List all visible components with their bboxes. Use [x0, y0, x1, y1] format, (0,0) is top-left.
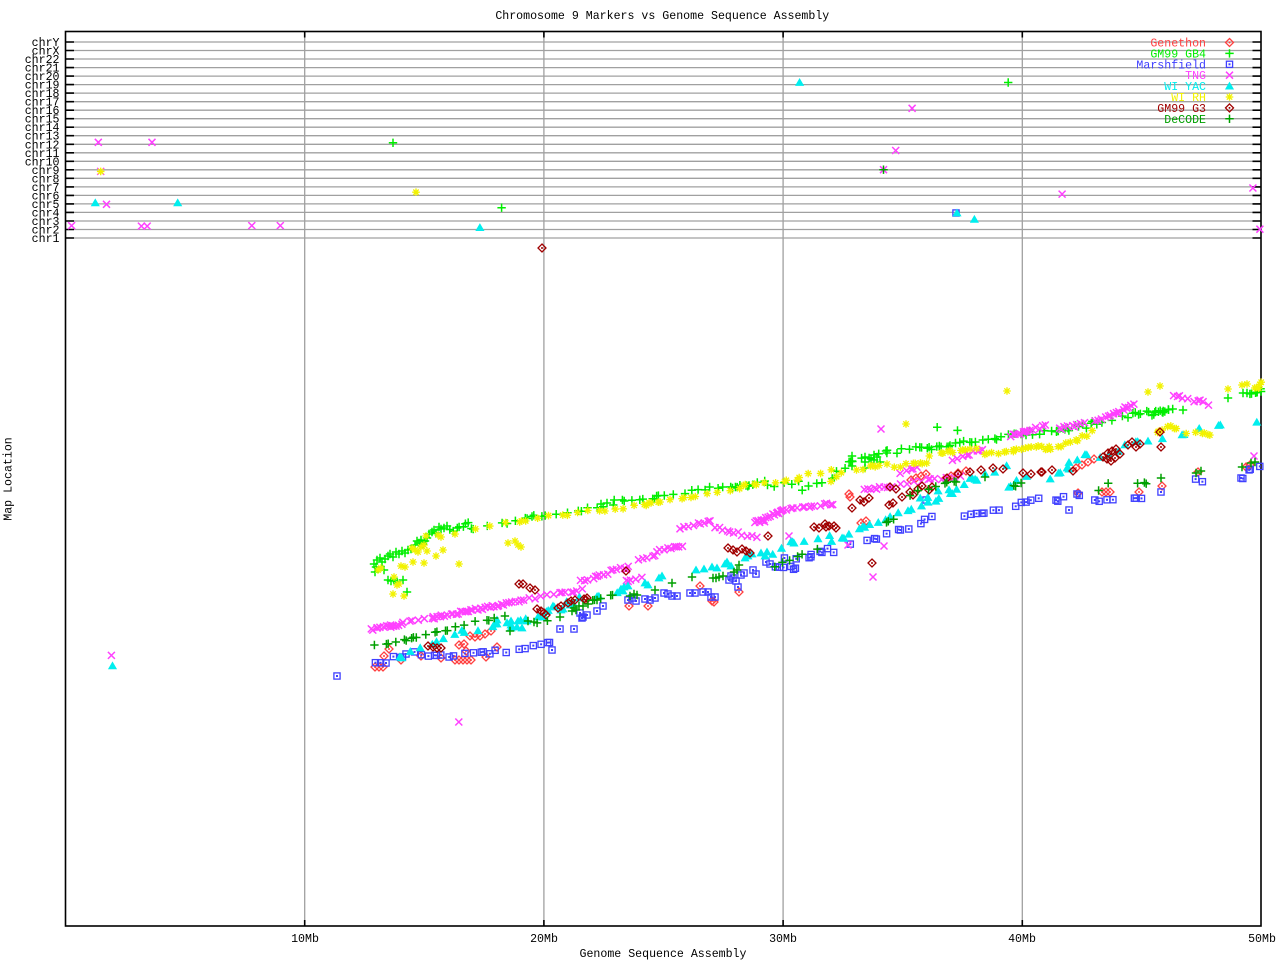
svg-text:chr6: chr6 [32, 190, 60, 203]
svg-text:20Mb: 20Mb [530, 933, 558, 946]
svg-text:chr9: chr9 [32, 165, 60, 178]
svg-text:Chromosome 9 Markers vs Genome: Chromosome 9 Markers vs Genome Sequence … [495, 10, 829, 23]
svg-text:chr20: chr20 [25, 71, 60, 84]
svg-text:chr1: chr1 [32, 233, 60, 246]
svg-text:chr8: chr8 [32, 173, 60, 186]
svg-text:chrY: chrY [32, 37, 60, 50]
svg-text:chr15: chr15 [25, 114, 60, 127]
svg-text:chr19: chr19 [25, 80, 60, 93]
svg-text:chr22: chr22 [25, 54, 60, 67]
svg-text:Genome Sequence Assembly: Genome Sequence Assembly [580, 948, 747, 960]
svg-text:chr17: chr17 [25, 97, 60, 110]
svg-text:chr3: chr3 [32, 216, 60, 229]
svg-text:WI YAC: WI YAC [1164, 81, 1206, 94]
svg-text:GM99 GB4: GM99 GB4 [1150, 48, 1206, 61]
svg-text:chr7: chr7 [32, 182, 60, 195]
svg-text:TNG: TNG [1185, 70, 1206, 83]
svg-text:WI RH: WI RH [1171, 92, 1206, 105]
svg-text:10Mb: 10Mb [291, 933, 319, 946]
svg-text:chr12: chr12 [25, 139, 60, 152]
svg-text:chrX: chrX [32, 46, 60, 59]
svg-text:chr10: chr10 [25, 156, 60, 169]
svg-text:chr4: chr4 [32, 207, 60, 220]
svg-text:chr18: chr18 [25, 88, 60, 101]
svg-text:GM99 G3: GM99 G3 [1157, 103, 1206, 116]
svg-text:DeCODE: DeCODE [1164, 114, 1206, 127]
svg-text:50Mb: 50Mb [1248, 933, 1276, 946]
svg-text:chr5: chr5 [32, 199, 60, 212]
svg-text:40Mb: 40Mb [1008, 933, 1036, 946]
svg-text:chr11: chr11 [25, 148, 60, 161]
svg-text:chr2: chr2 [32, 225, 60, 238]
svg-text:chr14: chr14 [25, 122, 60, 135]
svg-text:chr21: chr21 [25, 63, 60, 76]
svg-text:Marshfield: Marshfield [1136, 59, 1206, 72]
svg-text:Map Location: Map Location [3, 437, 16, 521]
svg-text:30Mb: 30Mb [769, 933, 797, 946]
svg-text:chr13: chr13 [25, 131, 60, 144]
svg-text:Genethon: Genethon [1150, 38, 1206, 51]
svg-text:chr16: chr16 [25, 105, 60, 118]
